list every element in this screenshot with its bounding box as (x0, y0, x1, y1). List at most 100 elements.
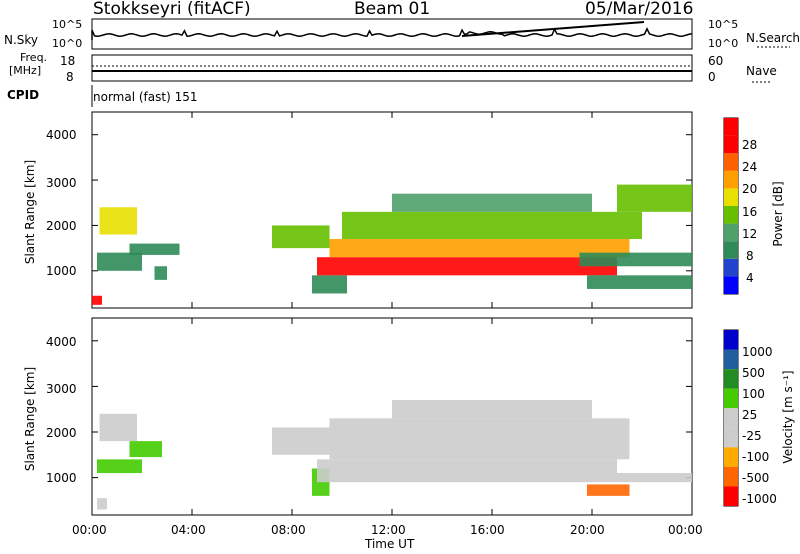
power-cb-seg-3 (724, 223, 738, 242)
velocity-band-3 (272, 427, 330, 455)
power-band-9 (342, 211, 642, 240)
power-cb-12: 12 (742, 227, 758, 241)
freq-tick-top: 18 (60, 54, 76, 68)
vel-cb-25: 25 (742, 408, 758, 422)
station-title: Stokkseyri (fitACF) (93, 0, 251, 19)
freq-label: Freq. (20, 51, 48, 64)
date-title: 05/Mar/2016 (585, 0, 694, 19)
vel-cb-seg-8 (724, 486, 738, 506)
power-band-8 (329, 239, 630, 258)
vel-ylabel: Slant Range [km] (23, 366, 37, 472)
power-band-0 (99, 207, 137, 235)
vel-ytick-1000: 1000 (46, 471, 77, 485)
vel-ytick-2000: 2000 (46, 426, 77, 440)
nsky-tick-bottom: 10^0 (52, 37, 83, 50)
power-cb-4: 4 (746, 271, 754, 285)
power-ytick-4000: 4000 (46, 128, 77, 142)
vel-cb-m25: -25 (742, 429, 762, 443)
velocity-band-2 (129, 441, 162, 458)
velocity-band-9 (617, 473, 692, 483)
vel-cb-1000: 1000 (742, 345, 773, 359)
nsky-spike (461, 21, 645, 37)
power-band-7 (317, 257, 617, 276)
xtick-2: 08:00 (271, 523, 306, 537)
vel-cb-seg-4 (724, 408, 738, 428)
nsearch-tick-bottom: 10^0 (708, 37, 739, 50)
xtick-4: 16:00 (470, 523, 505, 537)
velocity-band-5 (317, 459, 617, 483)
vel-cb-m500: -500 (742, 471, 770, 485)
vel-cb-seg-5 (724, 427, 738, 448)
vel-cb-seg-1 (724, 349, 738, 370)
nsky-tick-top: 10^5 (52, 18, 83, 31)
power-band-13 (617, 184, 692, 212)
nave-tick-bottom: 0 (708, 70, 716, 84)
vel-cb-seg-2 (724, 369, 738, 389)
power-cb-16: 16 (742, 205, 758, 219)
velocity-band-6 (329, 418, 630, 460)
nsky-trace (91, 27, 693, 40)
vel-cb-m100: -100 (742, 450, 770, 464)
vel-ytick-4000: 4000 (46, 335, 77, 349)
xtick-6: 00:00 (668, 523, 703, 537)
xtick-3: 12:00 (371, 523, 406, 537)
power-band-12 (587, 275, 692, 289)
vel-ytick-3000: 3000 (46, 382, 77, 396)
vel-cb-m1000: -1000 (742, 492, 777, 506)
power-cb-seg-0 (724, 276, 738, 294)
power-cb-20: 20 (742, 182, 758, 196)
power-band-4 (92, 295, 102, 305)
power-cb-seg-9 (724, 118, 738, 136)
power-cb-seg-1 (724, 258, 738, 277)
xtick-1: 04:00 (171, 523, 206, 537)
vel-cb-seg-7 (724, 466, 738, 487)
power-band-6 (312, 275, 347, 294)
power-band-1 (97, 252, 142, 271)
vel-cb-100: 100 (742, 387, 765, 401)
power-ytick-3000: 3000 (46, 176, 77, 190)
velocity-band-1 (97, 459, 142, 474)
power-band-3 (154, 266, 167, 280)
xlabel: Time UT (365, 537, 415, 551)
nsky-label: N.Sky (4, 33, 39, 47)
xtick-0: 00:00 (72, 523, 107, 537)
power-ytick-2000: 2000 (46, 219, 77, 233)
nsearch-label: N.Search (746, 31, 800, 45)
power-cb-seg-5 (724, 188, 738, 206)
vel-cb-label: Velocity [m s⁻¹] (781, 370, 795, 464)
power-cb-8: 8 (746, 249, 754, 263)
beam-title: Beam 01 (354, 0, 431, 19)
power-band-2 (129, 243, 180, 255)
power-cb-label: Power [dB] (771, 181, 785, 247)
nave-tick-top: 60 (708, 54, 724, 68)
xtick-5: 20:00 (570, 523, 605, 537)
velocity-band-8 (587, 484, 630, 496)
velocity-band-0 (99, 413, 137, 442)
cpid-label: CPID (7, 88, 40, 102)
velocity-band-7 (392, 400, 592, 419)
power-band-5 (272, 225, 330, 249)
vel-cb-500: 500 (742, 366, 765, 380)
power-band-10 (392, 193, 592, 212)
power-ytick-1000: 1000 (46, 264, 77, 278)
power-cb-seg-4 (724, 206, 738, 224)
power-ylabel: Slant Range [km] (23, 159, 37, 265)
vel-cb-seg-3 (724, 388, 738, 409)
nave-label: Nave (746, 64, 777, 78)
velocity-band-10 (97, 498, 107, 510)
vel-cb-seg-0 (724, 330, 738, 350)
power-cb-seg-7 (724, 153, 738, 171)
nsearch-tick-top: 10^5 (708, 18, 739, 31)
cpid-text: normal (fast) 151 (93, 90, 198, 104)
freq-tick-bottom: 8 (66, 70, 74, 84)
freq-frame (91, 54, 693, 82)
power-cb-seg-2 (724, 241, 738, 259)
power-cb-seg-6 (724, 170, 738, 189)
power-cb-24: 24 (742, 160, 758, 174)
freq-unit: [MHz] (9, 64, 42, 77)
vel-cb-seg-6 (724, 447, 738, 467)
power-cb-28: 28 (742, 138, 758, 152)
power-band-11 (579, 252, 692, 267)
power-cb-seg-8 (724, 135, 738, 154)
